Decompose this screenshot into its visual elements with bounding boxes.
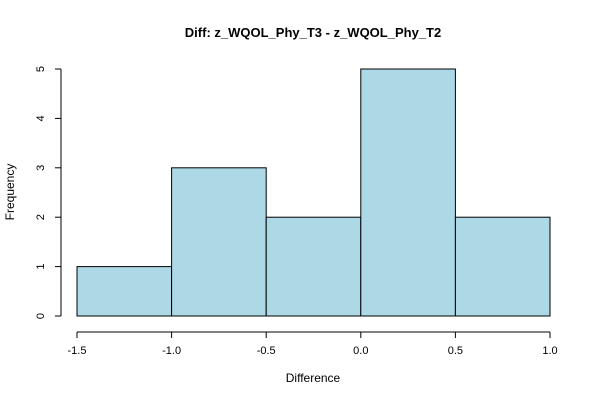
y-tick-label: 5 [35, 66, 47, 72]
histogram-bar [171, 167, 267, 317]
x-axis-title: Difference [286, 371, 341, 385]
y-axis: 0 1 2 3 4 5 [35, 66, 62, 319]
x-tick-label: -1.0 [162, 345, 181, 357]
bars-group [76, 68, 551, 317]
histogram-bar [265, 216, 362, 317]
histogram-bar [76, 266, 173, 317]
x-tick-label: 1.0 [542, 345, 557, 357]
y-tick-label: 0 [35, 313, 47, 319]
x-tick-label: 0.0 [353, 345, 368, 357]
y-tick-label: 2 [35, 214, 47, 220]
x-tick-label: -0.5 [257, 345, 276, 357]
y-tick-label: 3 [35, 165, 47, 171]
chart-title: Diff: z_WQOL_Phy_T3 - z_WQOL_Phy_T2 [185, 25, 441, 40]
y-tick-label: 4 [35, 115, 47, 121]
x-tick-label: -1.5 [68, 345, 87, 357]
x-tick-label: 0.5 [448, 345, 463, 357]
y-tick-label: 1 [35, 264, 47, 270]
histogram-bar [454, 216, 551, 317]
y-axis-title: Frequency [3, 164, 17, 221]
histogram-bar [360, 68, 456, 317]
x-axis: -1.5 -1.0 -0.5 0.0 0.5 1.0 [68, 331, 558, 357]
